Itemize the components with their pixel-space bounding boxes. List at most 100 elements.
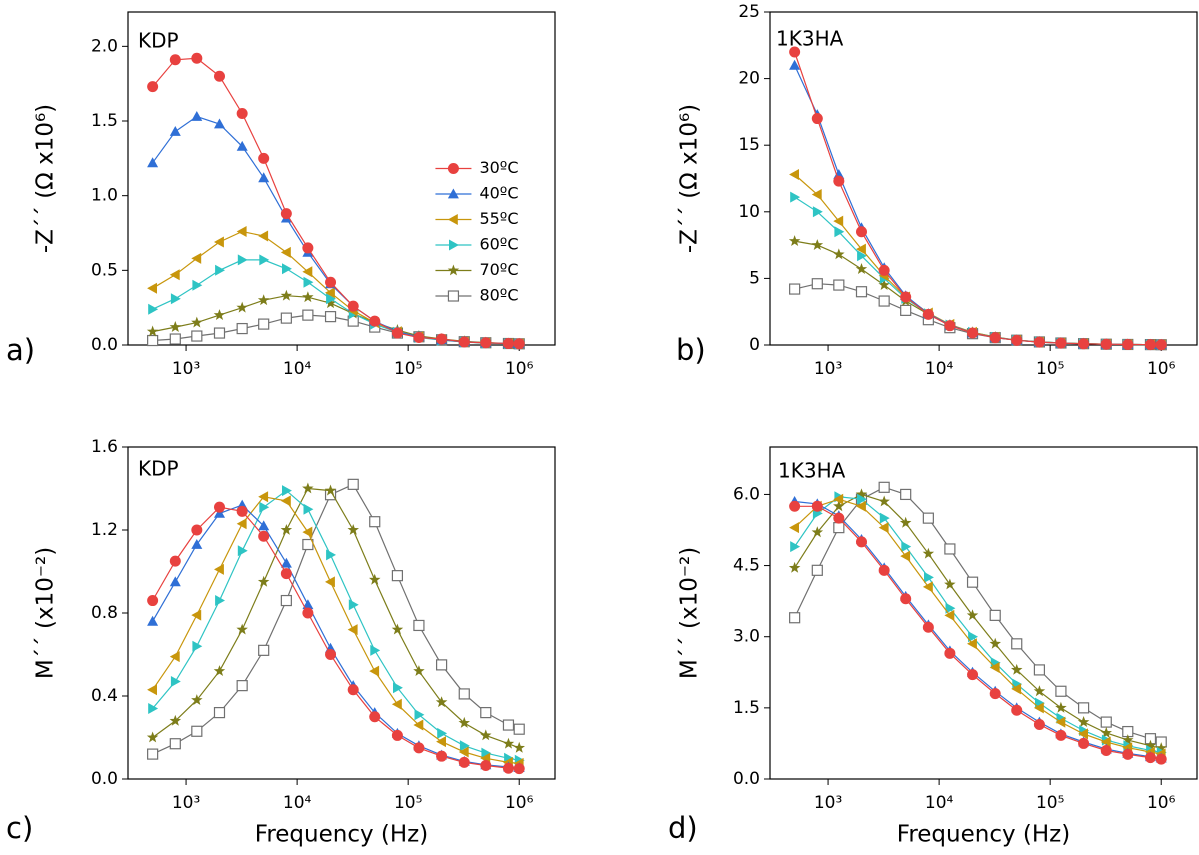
marker: [833, 522, 845, 534]
marker: [878, 481, 890, 493]
marker: [413, 742, 425, 754]
marker: [447, 214, 458, 225]
y-tick-label: 3.0: [733, 627, 760, 647]
marker: [280, 495, 291, 507]
y-tick-label: 0.0: [91, 335, 118, 355]
x-tick-label: 10⁵: [394, 793, 422, 813]
marker: [413, 619, 425, 632]
marker: [1011, 334, 1023, 346]
marker: [1033, 664, 1046, 676]
x-tick-label: 10⁶: [1147, 793, 1176, 813]
marker: [922, 308, 934, 320]
marker: [458, 756, 470, 768]
marker: [989, 332, 1001, 344]
marker: [258, 491, 269, 503]
marker: [968, 631, 978, 643]
marker: [147, 748, 159, 760]
marker: [146, 325, 159, 337]
y-tick-label: 0.0: [733, 769, 760, 789]
marker: [147, 615, 159, 626]
marker: [302, 526, 313, 538]
marker: [900, 304, 912, 316]
marker: [878, 295, 890, 307]
marker: [326, 549, 336, 561]
marker: [789, 169, 799, 180]
marker: [236, 680, 248, 692]
marker: [214, 236, 224, 248]
marker: [324, 484, 337, 496]
annotation: KDP: [138, 457, 179, 481]
marker: [480, 729, 492, 741]
legend-label: 60ºC: [479, 235, 518, 254]
marker: [1155, 339, 1167, 351]
marker: [967, 669, 979, 681]
y-tick-label: 0.4: [91, 686, 118, 706]
marker: [944, 543, 956, 555]
marker: [258, 520, 270, 531]
series-line: [794, 196, 1162, 346]
series-line: [794, 496, 1162, 753]
marker: [302, 607, 314, 619]
marker: [1011, 683, 1022, 695]
marker: [302, 599, 314, 610]
marker: [447, 163, 459, 175]
marker: [833, 215, 844, 227]
marker: [1078, 728, 1088, 740]
marker: [258, 230, 269, 242]
marker: [191, 694, 203, 705]
marker: [147, 595, 159, 607]
marker: [325, 276, 337, 288]
marker: [236, 322, 248, 335]
marker: [458, 716, 470, 728]
x-tick-label: 10⁴: [283, 793, 312, 813]
marker: [214, 507, 225, 518]
marker: [513, 763, 525, 775]
marker: [481, 747, 492, 759]
marker: [1100, 716, 1112, 728]
marker: [447, 264, 460, 276]
marker: [391, 698, 402, 710]
y-tick-label: 15: [738, 135, 760, 155]
marker: [1100, 736, 1111, 748]
marker: [855, 263, 868, 274]
marker: [1100, 338, 1112, 350]
marker: [282, 263, 292, 275]
marker: [169, 576, 181, 587]
marker: [214, 563, 224, 575]
marker: [324, 311, 337, 323]
marker: [811, 278, 823, 290]
marker: [413, 665, 425, 676]
x-tick-label: 10⁴: [925, 793, 954, 813]
x-tick-label: 10⁶: [505, 793, 534, 813]
x-tick-label: 10⁵: [1036, 793, 1064, 813]
marker: [459, 740, 470, 752]
marker: [480, 760, 492, 772]
marker: [169, 321, 182, 332]
marker: [513, 338, 525, 350]
marker: [258, 318, 270, 330]
marker: [236, 108, 248, 120]
marker: [302, 291, 314, 303]
marker: [257, 575, 270, 587]
x-tick-label: 10⁴: [283, 359, 312, 379]
marker: [513, 723, 525, 735]
marker: [391, 327, 403, 339]
marker: [347, 624, 358, 636]
marker: [258, 172, 270, 183]
y-tick-label: 1.0: [91, 186, 118, 206]
marker: [436, 750, 448, 762]
marker: [258, 530, 270, 542]
marker: [325, 576, 335, 588]
marker: [237, 254, 248, 266]
panel-label: c): [6, 811, 33, 845]
x-tick-label: 10⁴: [925, 359, 954, 379]
series-line: [152, 259, 520, 345]
marker: [303, 503, 314, 515]
marker: [282, 485, 292, 497]
marker: [280, 568, 292, 580]
marker: [215, 595, 225, 606]
marker: [922, 621, 934, 633]
marker: [280, 524, 293, 535]
legend-label: 55ºC: [479, 209, 518, 228]
marker: [879, 512, 890, 524]
